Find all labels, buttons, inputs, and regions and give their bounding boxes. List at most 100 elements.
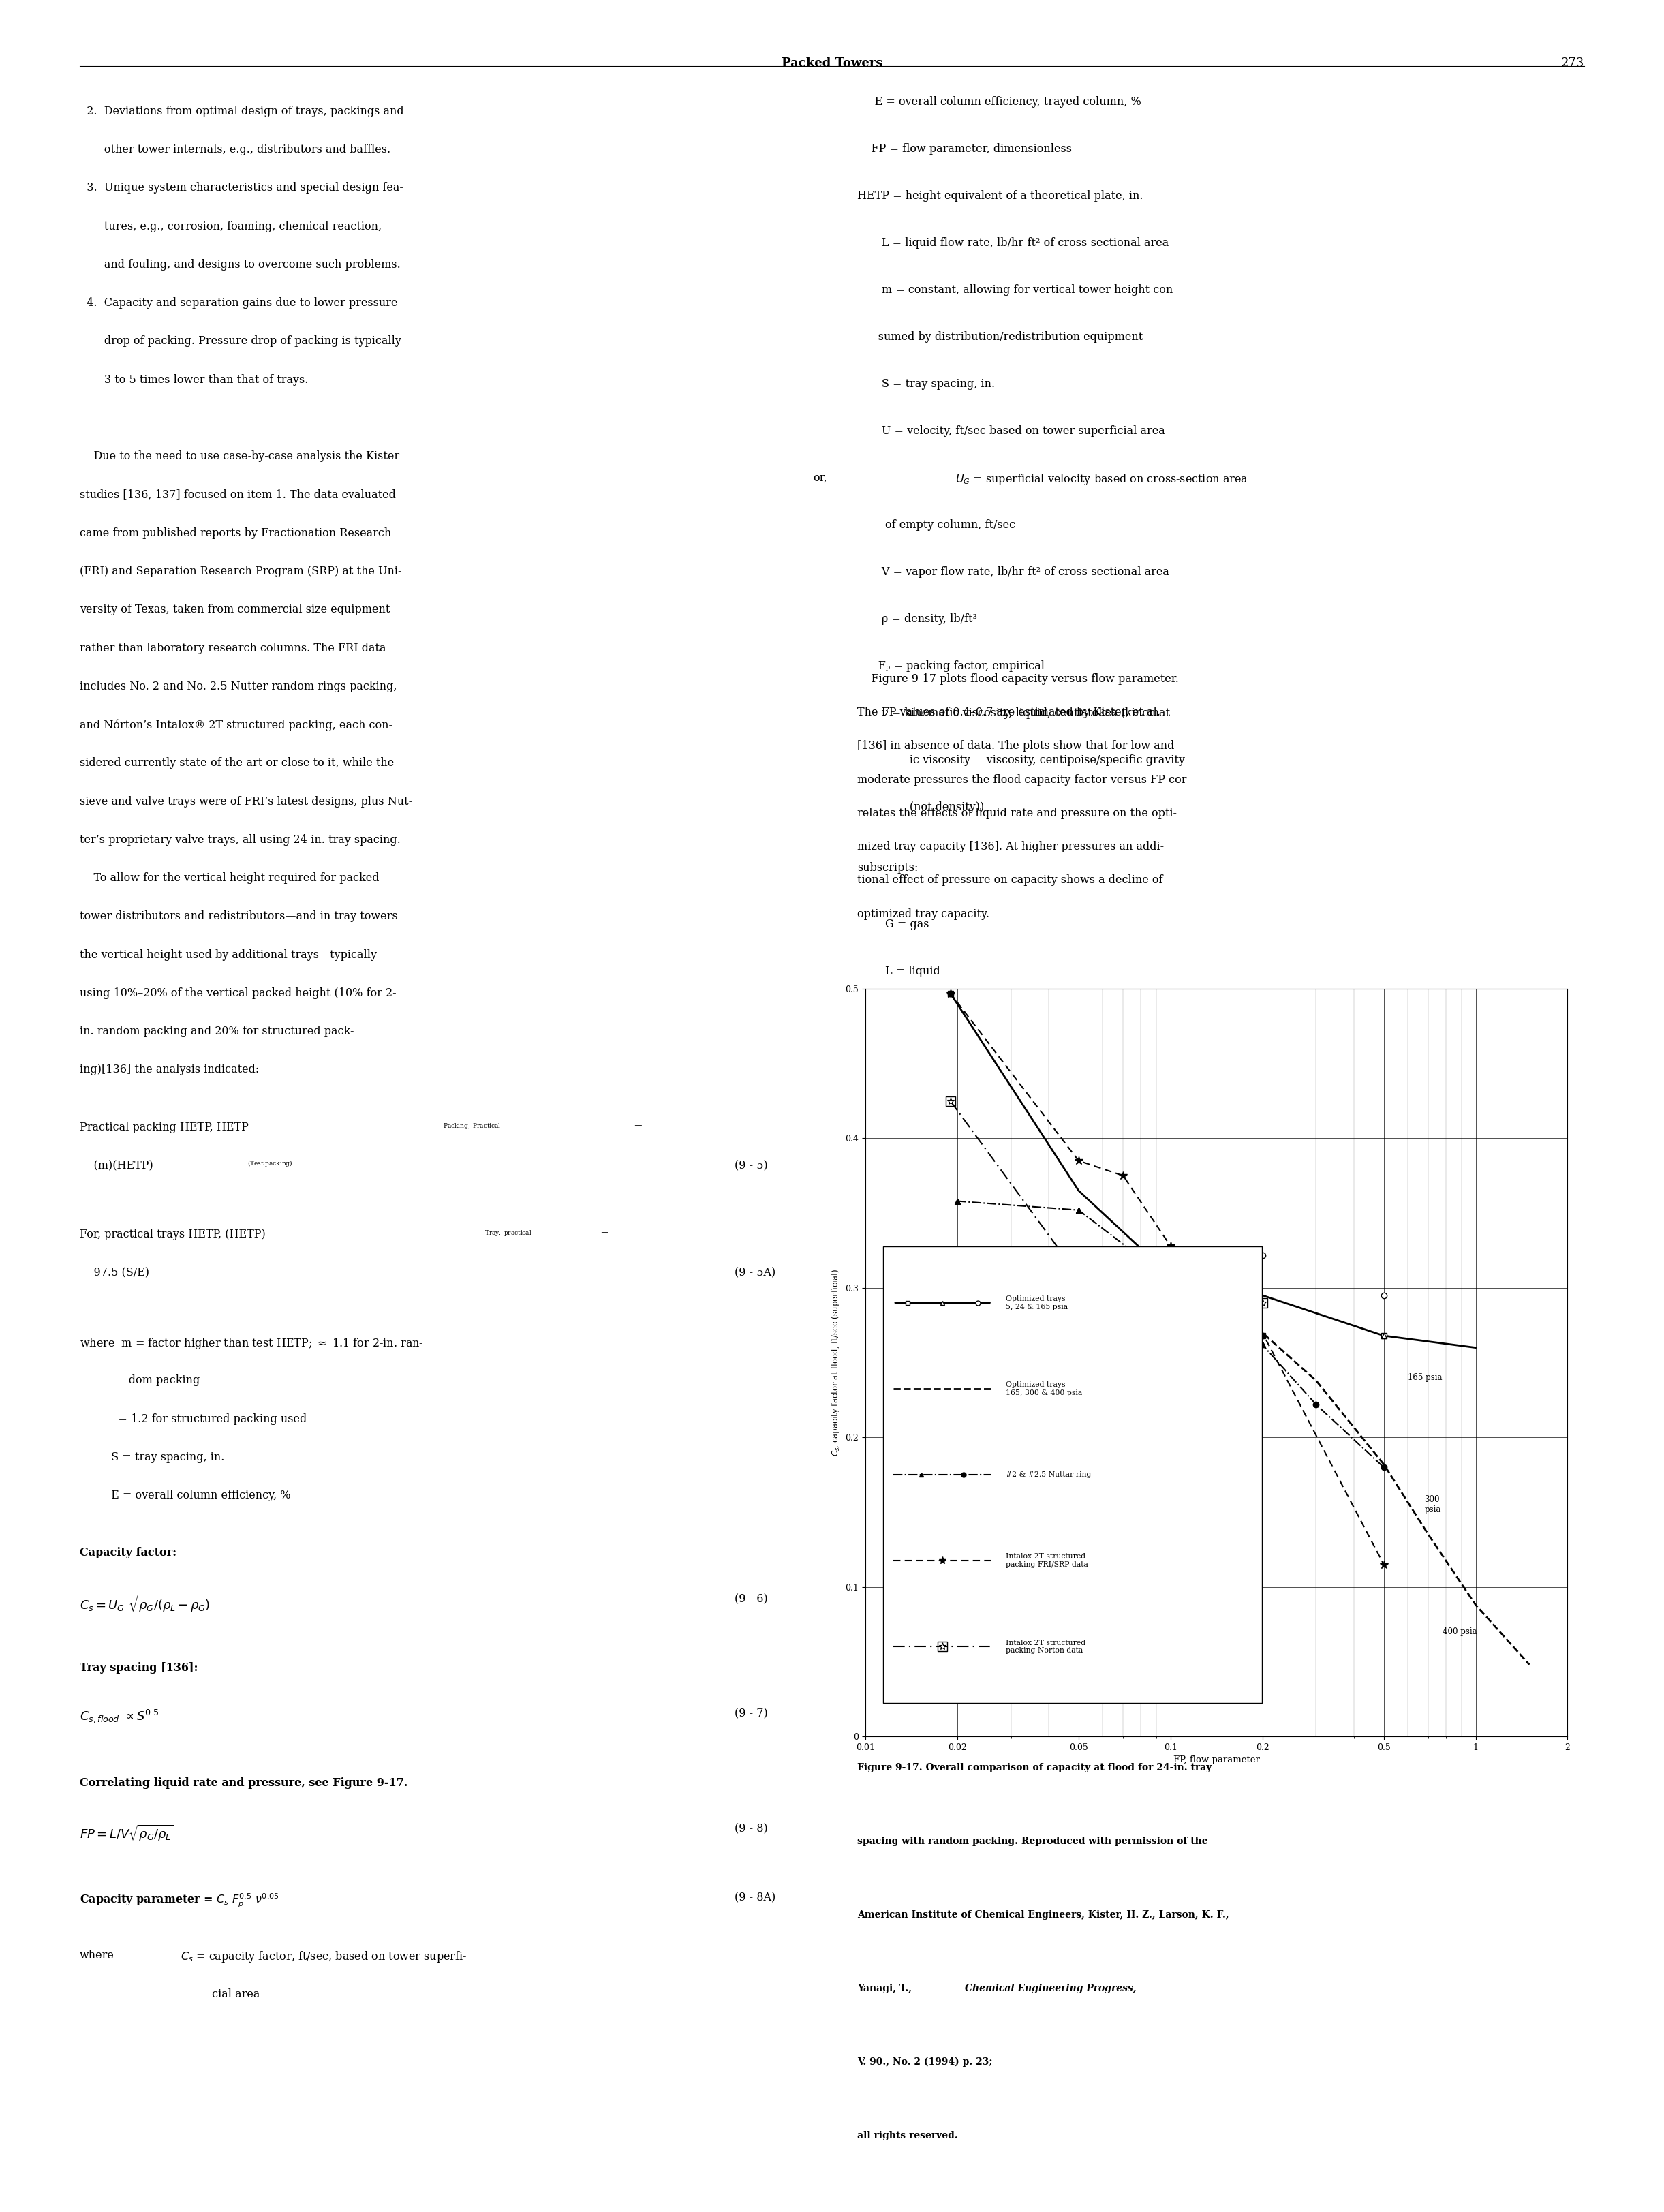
Text: V. 90., No. 2 (1994) p. 23;: V. 90., No. 2 (1994) p. 23;: [857, 2057, 992, 2066]
Text: cial area: cial area: [180, 1989, 260, 2000]
Text: or,: or,: [814, 471, 827, 484]
Text: spacing with random packing. Reproduced with permission of the: spacing with random packing. Reproduced …: [857, 1836, 1208, 1845]
Text: E = overall column efficiency, trayed column, %: E = overall column efficiency, trayed co…: [857, 97, 1142, 108]
Text: U = velocity, ft/sec based on tower superficial area: U = velocity, ft/sec based on tower supe…: [857, 425, 1165, 436]
Text: ing)[136] the analysis indicated:: ing)[136] the analysis indicated:: [80, 1064, 260, 1075]
Text: To allow for the vertical height required for packed: To allow for the vertical height require…: [80, 872, 379, 885]
Text: G = gas: G = gas: [857, 918, 929, 929]
Text: $C_{s,flood}\ \propto S^{0.5}$: $C_{s,flood}\ \propto S^{0.5}$: [80, 1708, 160, 1725]
Text: Optimized trays
165, 300 & 400 psia: Optimized trays 165, 300 & 400 psia: [1005, 1382, 1082, 1396]
Text: mized tray capacity [136]. At higher pressures an addi-: mized tray capacity [136]. At higher pre…: [857, 841, 1163, 852]
Text: drop of packing. Pressure drop of packing is typically: drop of packing. Pressure drop of packin…: [80, 336, 401, 347]
Text: =: =: [631, 1121, 642, 1133]
Text: and Nórton’s Intalox® 2T structured packing, each con-: and Nórton’s Intalox® 2T structured pack…: [80, 719, 393, 730]
Text: Intalox 2T structured
packing Norton data: Intalox 2T structured packing Norton dat…: [1005, 1639, 1085, 1655]
Text: ν = kinematic viscosity, liquid, centistokes (kinemat-: ν = kinematic viscosity, liquid, centist…: [857, 708, 1173, 719]
Text: came from published reports by Fractionation Research: came from published reports by Fractiona…: [80, 526, 391, 540]
Text: sumed by distribution/redistribution equipment: sumed by distribution/redistribution equ…: [857, 332, 1143, 343]
Text: 400 psia: 400 psia: [1443, 1628, 1478, 1637]
Text: FP = flow parameter, dimensionless: FP = flow parameter, dimensionless: [857, 144, 1072, 155]
Text: S = tray spacing, in.: S = tray spacing, in.: [80, 1451, 225, 1462]
Text: studies [136, 137] focused on item 1. The data evaluated: studies [136, 137] focused on item 1. Th…: [80, 489, 396, 500]
Text: $\mathregular{_{Packing,\ Practical}}$: $\mathregular{_{Packing,\ Practical}}$: [443, 1121, 501, 1130]
Text: Capacity factor:: Capacity factor:: [80, 1546, 176, 1559]
Text: moderate pressures the flood capacity factor versus FP cor-: moderate pressures the flood capacity fa…: [857, 774, 1190, 785]
Text: the vertical height used by additional trays—typically: the vertical height used by additional t…: [80, 949, 378, 960]
Text: HETP = height equivalent of a theoretical plate, in.: HETP = height equivalent of a theoretica…: [857, 190, 1143, 201]
Text: American Institute of Chemical Engineers, Kister, H. Z., Larson, K. F.,: American Institute of Chemical Engineers…: [857, 1909, 1228, 1920]
Text: L = liquid: L = liquid: [857, 964, 940, 978]
Text: Intalox 2T structured
packing FRI/SRP data: Intalox 2T structured packing FRI/SRP da…: [1005, 1553, 1088, 1568]
Text: (9 - 8A): (9 - 8A): [734, 1891, 775, 1905]
Text: where: where: [80, 1949, 115, 1962]
Text: Figure 9-17. Overall comparison of capacity at flood for 24-in. tray: Figure 9-17. Overall comparison of capac…: [857, 1763, 1211, 1772]
Text: (FRI) and Separation Research Program (SRP) at the Uni-: (FRI) and Separation Research Program (S…: [80, 566, 401, 577]
Text: [136] in absence of data. The plots show that for low and: [136] in absence of data. The plots show…: [857, 741, 1175, 752]
Text: $C_s$ = capacity factor, ft/sec, based on tower superfi-: $C_s$ = capacity factor, ft/sec, based o…: [180, 1949, 466, 1964]
Text: subscripts:: subscripts:: [857, 863, 919, 874]
Text: and fouling, and designs to overcome such problems.: and fouling, and designs to overcome suc…: [80, 259, 401, 270]
Text: tures, e.g., corrosion, foaming, chemical reaction,: tures, e.g., corrosion, foaming, chemica…: [80, 221, 381, 232]
FancyBboxPatch shape: [884, 1248, 1261, 1703]
Text: =: =: [597, 1230, 609, 1241]
Text: ter’s proprietary valve trays, all using 24-in. tray spacing.: ter’s proprietary valve trays, all using…: [80, 834, 401, 845]
Text: sidered currently state-of-the-art or close to it, while the: sidered currently state-of-the-art or cl…: [80, 757, 394, 770]
Text: $C_s = U_G\ \sqrt{\rho_G / (\rho_L - \rho_G)}$: $C_s = U_G\ \sqrt{\rho_G / (\rho_L - \rh…: [80, 1593, 213, 1615]
Text: sieve and valve trays were of FRI’s latest designs, plus Nut-: sieve and valve trays were of FRI’s late…: [80, 796, 413, 807]
Text: $FP = L/V\sqrt{\rho_G / \rho_L}$: $FP = L/V\sqrt{\rho_G / \rho_L}$: [80, 1823, 173, 1843]
Text: dom packing: dom packing: [80, 1374, 200, 1387]
Text: 3 to 5 times lower than that of trays.: 3 to 5 times lower than that of trays.: [80, 374, 308, 385]
Text: includes No. 2 and No. 2.5 Nutter random rings packing,: includes No. 2 and No. 2.5 Nutter random…: [80, 681, 398, 692]
Text: using 10%–20% of the vertical packed height (10% for 2-: using 10%–20% of the vertical packed hei…: [80, 987, 396, 1000]
Text: optimized tray capacity.: optimized tray capacity.: [857, 909, 988, 920]
Text: Packed Towers: Packed Towers: [782, 58, 882, 71]
Text: Yanagi, T.,: Yanagi, T.,: [857, 1984, 915, 1993]
Text: all rights reserved.: all rights reserved.: [857, 2130, 958, 2141]
Text: ρ = density, lb/ft³: ρ = density, lb/ft³: [857, 613, 977, 624]
Text: 97.5 (S/E): 97.5 (S/E): [80, 1267, 150, 1279]
Text: For, practical trays HETP, (HETP): For, practical trays HETP, (HETP): [80, 1230, 266, 1241]
Y-axis label: $C_s$, capacity factor at flood, ft/sec (superficial): $C_s$, capacity factor at flood, ft/sec …: [830, 1270, 842, 1455]
Text: (9 - 5): (9 - 5): [734, 1159, 767, 1172]
Text: tional effect of pressure on capacity shows a decline of: tional effect of pressure on capacity sh…: [857, 874, 1163, 887]
Text: #2 & #2.5 Nuttar ring: #2 & #2.5 Nuttar ring: [1005, 1471, 1092, 1478]
Text: Practical packing HETP, HETP: Practical packing HETP, HETP: [80, 1121, 250, 1133]
Text: where  m = factor higher than test HETP; $\approx$ 1.1 for 2-in. ran-: where m = factor higher than test HETP; …: [80, 1336, 424, 1352]
Text: Due to the need to use case-by-case analysis the Kister: Due to the need to use case-by-case anal…: [80, 451, 399, 462]
Text: Tray spacing [136]:: Tray spacing [136]:: [80, 1661, 198, 1674]
Text: 165 psia: 165 psia: [1408, 1374, 1443, 1382]
Text: Capacity parameter = $C_s\ F_p^{0.5}\ \nu^{0.05}$: Capacity parameter = $C_s\ F_p^{0.5}\ \n…: [80, 1891, 280, 1909]
Text: The FP values of 0.4–0.7 are estimated by Kister, et al.: The FP values of 0.4–0.7 are estimated b…: [857, 708, 1160, 719]
Text: versity of Texas, taken from commercial size equipment: versity of Texas, taken from commercial …: [80, 604, 389, 615]
Text: Correlating liquid rate and pressure, see Figure 9-17.: Correlating liquid rate and pressure, se…: [80, 1776, 408, 1790]
Text: (9 - 7): (9 - 7): [734, 1708, 767, 1721]
Text: Figure 9-17 plots flood capacity versus flow parameter.: Figure 9-17 plots flood capacity versus …: [857, 672, 1178, 686]
Text: 3.  Unique system characteristics and special design fea-: 3. Unique system characteristics and spe…: [80, 181, 403, 195]
Text: (m)(HETP): (m)(HETP): [80, 1159, 153, 1172]
Text: (9 - 5A): (9 - 5A): [734, 1267, 775, 1279]
X-axis label: FP, flow parameter: FP, flow parameter: [1173, 1756, 1260, 1765]
Text: = 1.2 for structured packing used: = 1.2 for structured packing used: [80, 1413, 306, 1425]
Text: Fₚ = packing factor, empirical: Fₚ = packing factor, empirical: [857, 659, 1045, 672]
Text: relates the effects of liquid rate and pressure on the opti-: relates the effects of liquid rate and p…: [857, 807, 1176, 818]
Text: $\mathregular{_{(Test\ packing)}}$: $\mathregular{_{(Test\ packing)}}$: [248, 1159, 293, 1168]
Text: 2.  Deviations from optimal design of trays, packings and: 2. Deviations from optimal design of tra…: [80, 106, 404, 117]
Text: V = vapor flow rate, lb/hr-ft² of cross-sectional area: V = vapor flow rate, lb/hr-ft² of cross-…: [857, 566, 1170, 577]
Text: 4.  Capacity and separation gains due to lower pressure: 4. Capacity and separation gains due to …: [80, 296, 398, 310]
Text: (9 - 6): (9 - 6): [734, 1593, 767, 1606]
Text: $U_G$ = superficial velocity based on cross-section area: $U_G$ = superficial velocity based on cr…: [955, 471, 1248, 487]
Text: ic viscosity = viscosity, centipoise/specific gravity: ic viscosity = viscosity, centipoise/spe…: [857, 754, 1185, 765]
Text: Chemical Engineering Progress,: Chemical Engineering Progress,: [965, 1984, 1137, 1993]
Text: rather than laboratory research columns. The FRI data: rather than laboratory research columns.…: [80, 641, 386, 655]
Text: Optimized trays
5, 24 & 165 psia: Optimized trays 5, 24 & 165 psia: [1005, 1296, 1068, 1310]
Text: 273: 273: [1561, 58, 1584, 71]
Text: of empty column, ft/sec: of empty column, ft/sec: [857, 520, 1015, 531]
Text: S = tray spacing, in.: S = tray spacing, in.: [857, 378, 995, 389]
Text: other tower internals, e.g., distributors and baffles.: other tower internals, e.g., distributor…: [80, 144, 391, 155]
Text: 300
psia: 300 psia: [1424, 1495, 1441, 1515]
Text: m = constant, allowing for vertical tower height con-: m = constant, allowing for vertical towe…: [857, 285, 1176, 296]
Text: (9 - 8): (9 - 8): [734, 1823, 767, 1836]
Text: in. random packing and 20% for structured pack-: in. random packing and 20% for structure…: [80, 1026, 354, 1037]
Text: (not density)): (not density)): [857, 801, 983, 812]
Text: L = liquid flow rate, lb/hr-ft² of cross-sectional area: L = liquid flow rate, lb/hr-ft² of cross…: [857, 237, 1168, 250]
